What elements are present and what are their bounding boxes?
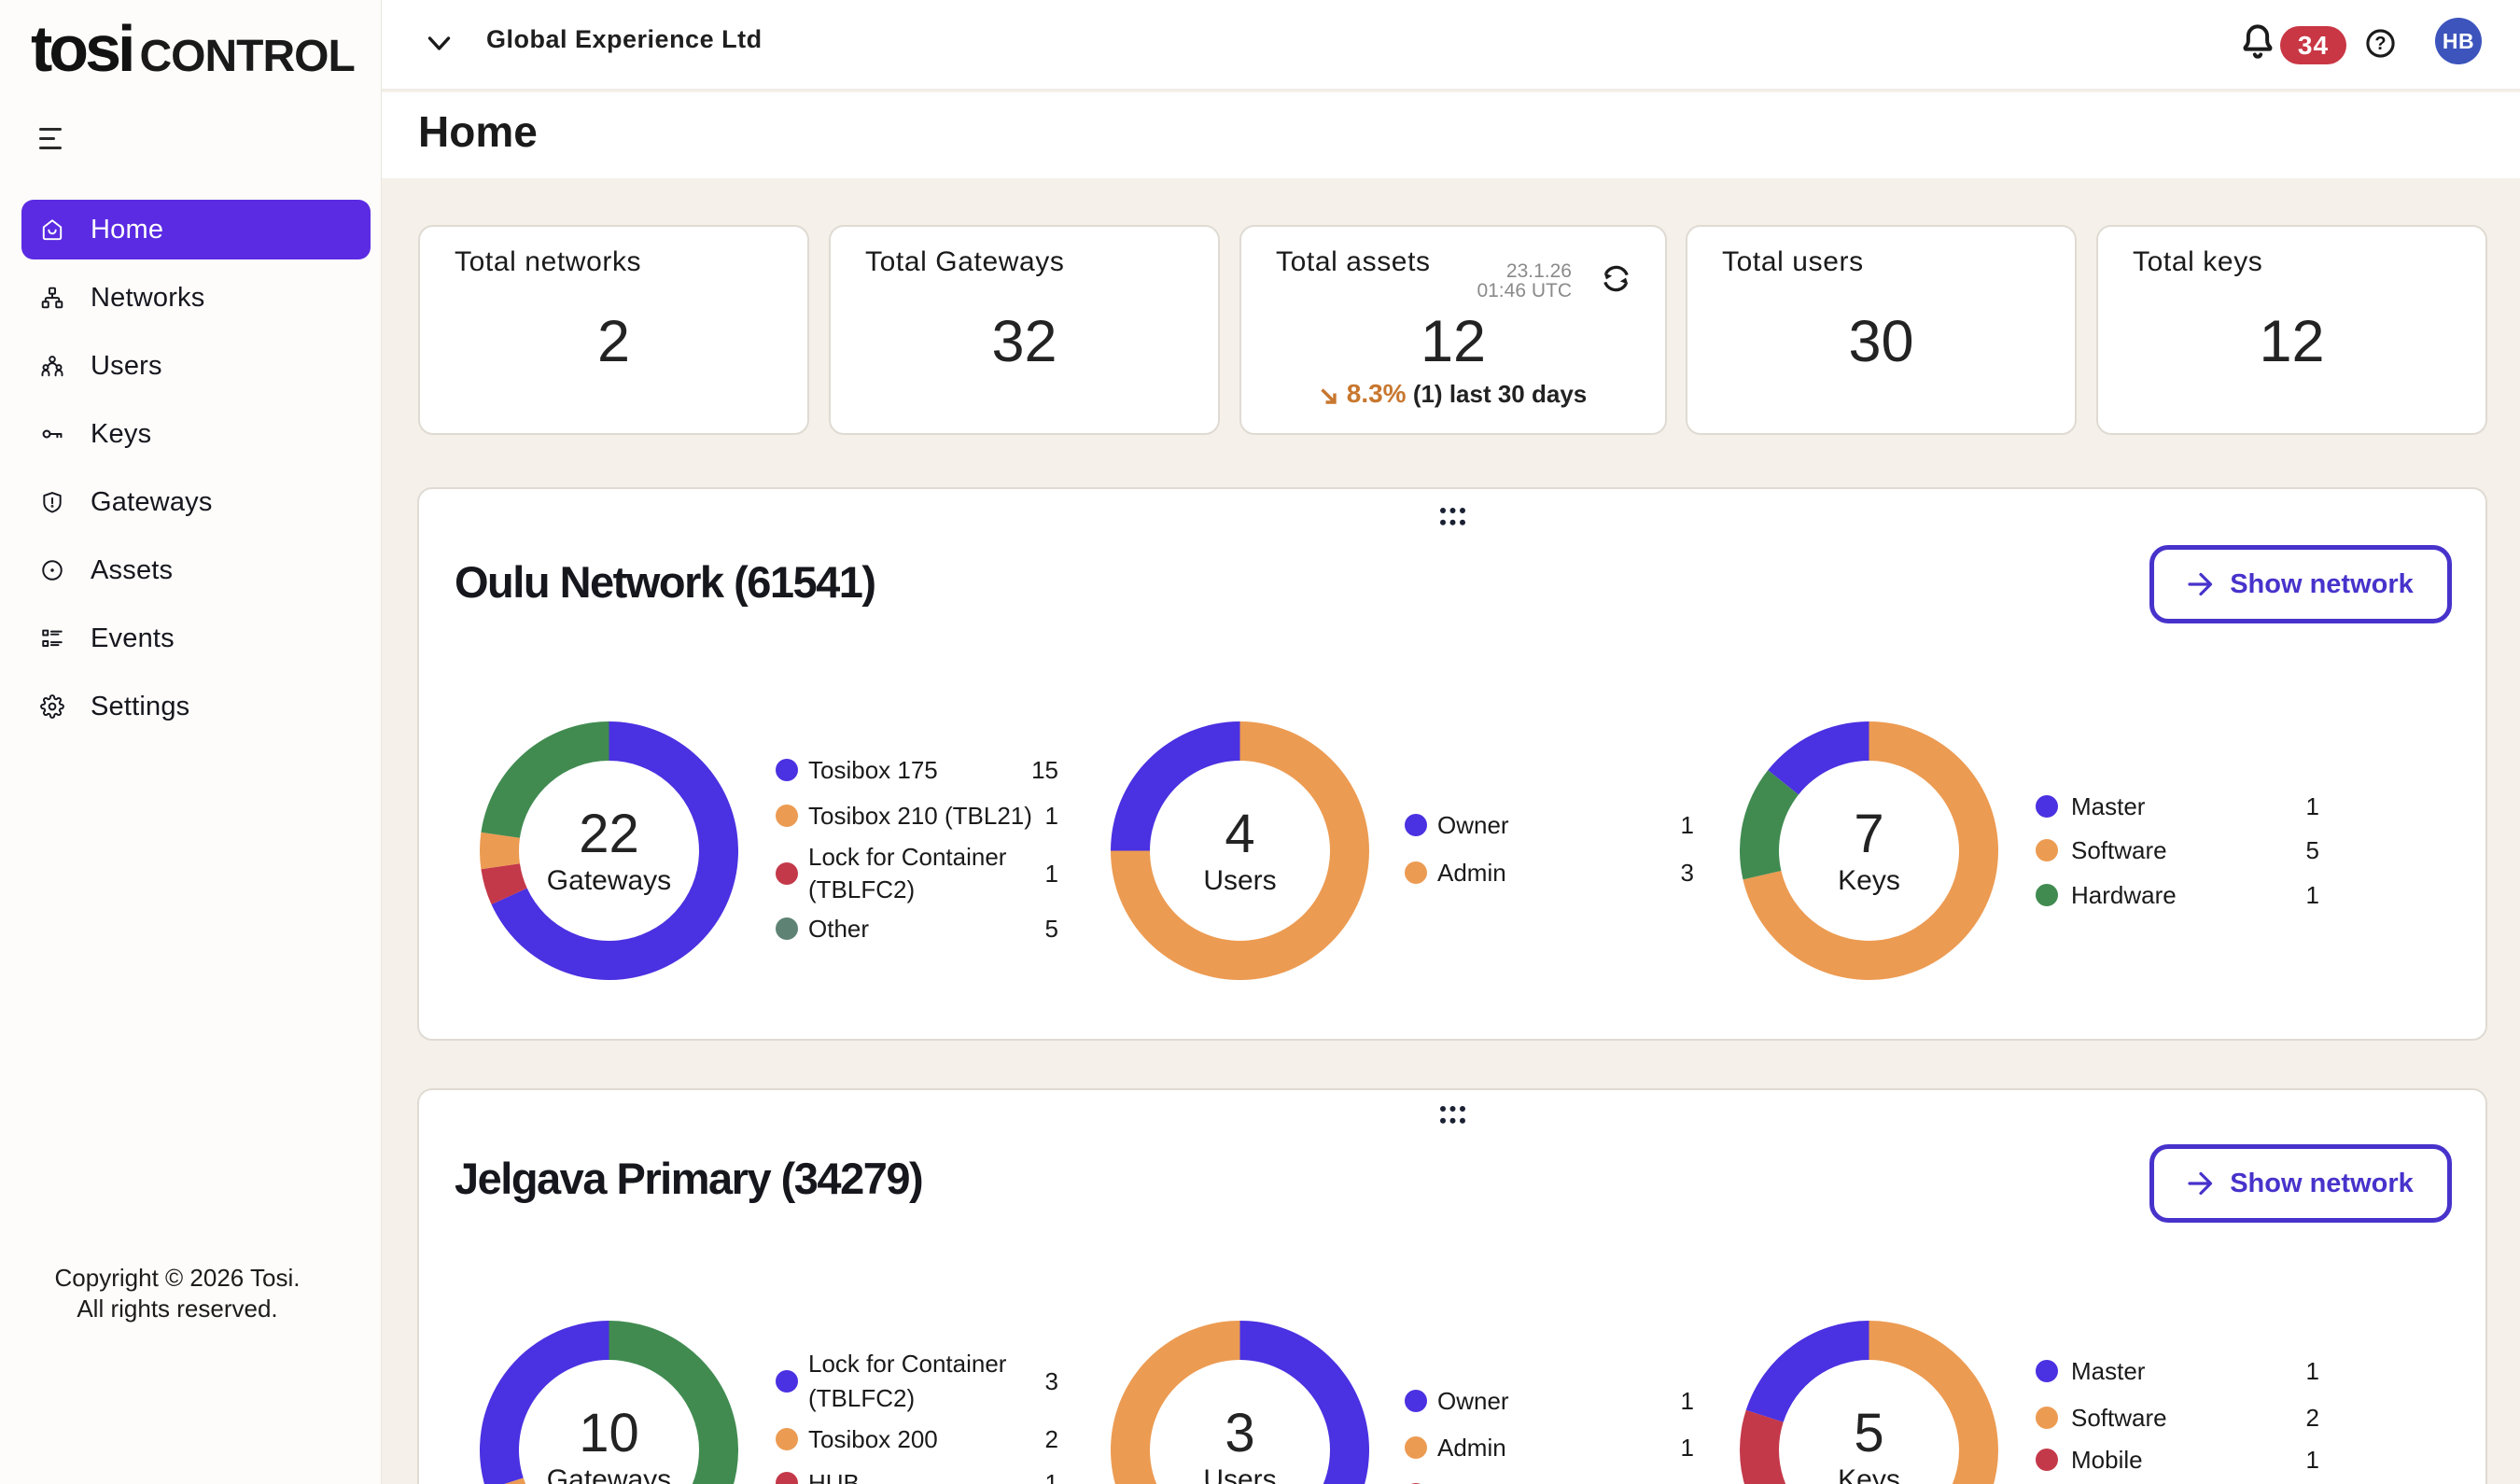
svg-text:?: ? [2374,34,2386,54]
